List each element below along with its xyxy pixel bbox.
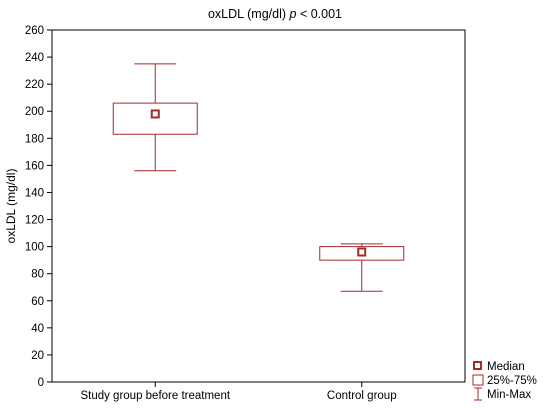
iqr-box	[112, 102, 198, 135]
median-marker	[150, 109, 160, 119]
legend-label: 25%-75%	[487, 375, 537, 387]
legend-label: Median	[487, 361, 525, 373]
y-tick-label: 100	[25, 242, 44, 254]
y-tick-label: 40	[31, 323, 44, 335]
x-category-label: Control group	[327, 390, 397, 402]
box-group	[319, 243, 405, 292]
legend-item-whisker: Min-Max	[474, 387, 531, 401]
y-tick-label: 140	[25, 187, 44, 199]
y-axis-label: oxLDL (mg/dl)	[4, 169, 18, 244]
plot-frame	[51, 29, 466, 383]
y-tick-label: 60	[31, 296, 44, 308]
y-tick-label: 160	[25, 160, 44, 172]
x-axis-categories: Study group before treatment Control grou…	[80, 382, 397, 402]
y-tick-label: 120	[25, 215, 44, 227]
median-marker	[357, 247, 367, 257]
box-series	[112, 63, 405, 292]
legend-box-swatch	[472, 374, 484, 386]
box-group	[112, 63, 198, 172]
y-tick-label: 80	[31, 269, 44, 281]
y-tick-label: 20	[31, 350, 44, 362]
chart-title: oxLDL (mg/dl) p < 0.001	[208, 7, 342, 21]
y-tick-label: 0	[38, 377, 44, 389]
y-tick-label: 240	[25, 52, 44, 64]
legend-label: Min-Max	[487, 389, 531, 401]
y-axis-ticks: 0 20 40 60 80 100 120 140 160 180 200 220 240 260	[25, 25, 52, 389]
legend-item-median: Median	[473, 361, 525, 373]
y-tick-label: 200	[25, 106, 44, 118]
x-category-label: Study group before treatment	[80, 390, 230, 402]
legend: Median 25%-75% Min-Max	[472, 361, 537, 401]
y-tick-label: 220	[25, 79, 44, 91]
y-tick-label: 260	[25, 25, 44, 37]
y-tick-label: 180	[25, 133, 44, 145]
legend-median-swatch	[473, 361, 482, 370]
legend-item-box: 25%-75%	[472, 374, 537, 387]
